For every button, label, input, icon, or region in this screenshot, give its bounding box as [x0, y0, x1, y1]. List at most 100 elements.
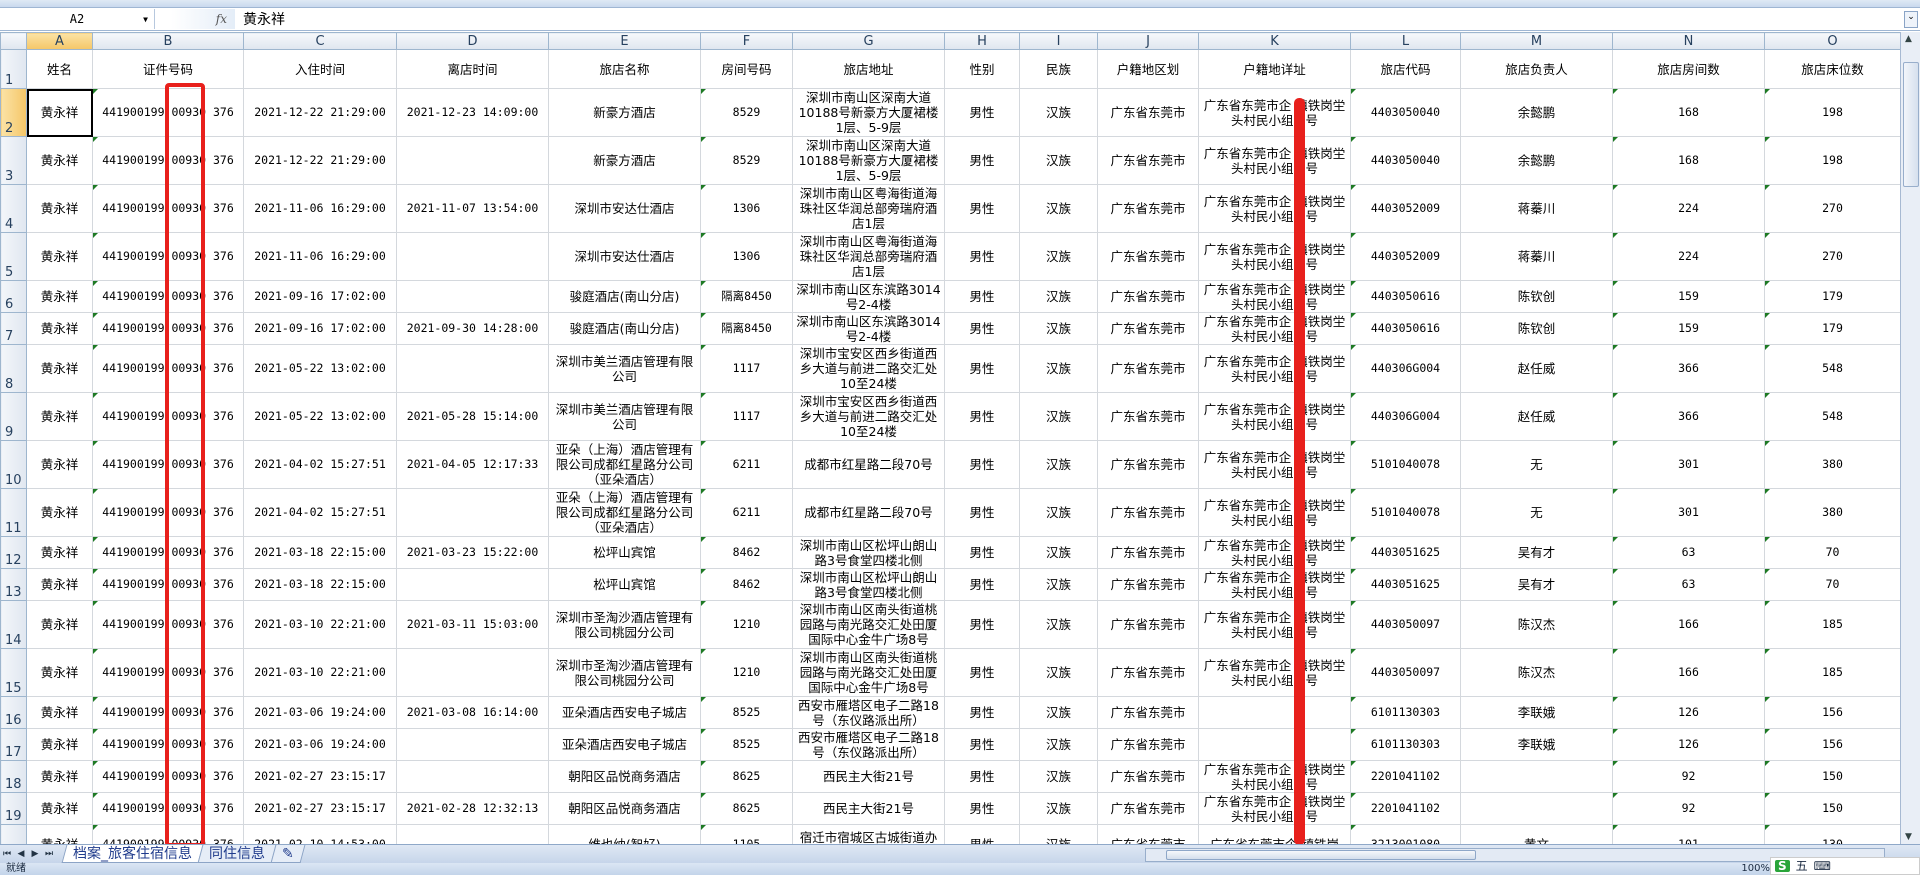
cell-F19[interactable]: 8625: [700, 792, 793, 825]
cell-G7[interactable]: 深圳市南山区东滨路3014号2-4楼: [792, 312, 945, 345]
cell-E6[interactable]: 骏庭酒店(南山分店): [548, 280, 701, 313]
cell-A12[interactable]: 黄永祥: [26, 536, 93, 569]
column-header-O[interactable]: O: [1764, 32, 1900, 50]
cell-G16[interactable]: 西安市雁塔区电子二路18号（东仪路派出所）: [792, 696, 945, 729]
cell-B17[interactable]: 441900199 00930 376: [92, 728, 244, 761]
cell-E3[interactable]: 新豪方酒店: [548, 136, 701, 185]
cell-J20[interactable]: 广东省东莞市: [1097, 824, 1199, 844]
column-title-cell[interactable]: 民族: [1019, 49, 1098, 89]
column-title-cell[interactable]: 入住时间: [243, 49, 397, 89]
cell-M14[interactable]: 陈汉杰: [1460, 600, 1613, 649]
cell-O11[interactable]: 380: [1764, 488, 1900, 537]
row-header-12[interactable]: 12: [0, 536, 27, 569]
cell-M6[interactable]: 陈钦创: [1460, 280, 1613, 313]
cell-E4[interactable]: 深圳市安达仕酒店: [548, 184, 701, 233]
column-header-K[interactable]: K: [1198, 32, 1351, 50]
vertical-scrollbar[interactable]: ▲ ▼: [1900, 32, 1920, 844]
scroll-up-icon[interactable]: ▲: [1905, 34, 1912, 44]
expand-formula-bar-button[interactable]: ⌄: [1904, 11, 1918, 28]
cell-N20[interactable]: 101: [1612, 824, 1765, 844]
cell-B6[interactable]: 441900199 00930 376: [92, 280, 244, 313]
cell-L4[interactable]: 4403052009: [1350, 184, 1461, 233]
cell-A3[interactable]: 黄永祥: [26, 136, 93, 185]
column-header-J[interactable]: J: [1097, 32, 1199, 50]
cell-K15[interactable]: 广东省东莞市企 镇铁岗坣头村民小组 0号: [1198, 648, 1351, 697]
cell-M12[interactable]: 吴有才: [1460, 536, 1613, 569]
cell-F2[interactable]: 8529: [700, 88, 793, 137]
column-title-cell[interactable]: 姓名: [26, 49, 93, 89]
cell-H17[interactable]: 男性: [944, 728, 1020, 761]
cell-N15[interactable]: 166: [1612, 648, 1765, 697]
cell-J14[interactable]: 广东省东莞市: [1097, 600, 1199, 649]
row-header-5[interactable]: 5: [0, 232, 27, 281]
row-header-1[interactable]: 1: [0, 49, 27, 89]
cell-M10[interactable]: 无: [1460, 440, 1613, 489]
cell-D11[interactable]: [396, 488, 549, 537]
cell-L20[interactable]: 3213001080: [1350, 824, 1461, 844]
cell-I2[interactable]: 汉族: [1019, 88, 1098, 137]
cell-C18[interactable]: 2021-02-27 23:15:17: [243, 760, 397, 793]
cell-A10[interactable]: 黄永祥: [26, 440, 93, 489]
cell-C4[interactable]: 2021-11-06 16:29:00: [243, 184, 397, 233]
column-header-B[interactable]: B: [92, 32, 244, 50]
name-box[interactable]: A2 ▼: [0, 9, 155, 29]
row-header-16[interactable]: 16: [0, 696, 27, 729]
cell-N7[interactable]: 159: [1612, 312, 1765, 345]
cell-N13[interactable]: 63: [1612, 568, 1765, 601]
row-header-18[interactable]: 18: [0, 760, 27, 793]
cell-C6[interactable]: 2021-09-16 17:02:00: [243, 280, 397, 313]
cell-J12[interactable]: 广东省东莞市: [1097, 536, 1199, 569]
column-header-G[interactable]: G: [792, 32, 945, 50]
cell-K11[interactable]: 广东省东莞市企 镇铁岗坣头村民小组 0号: [1198, 488, 1351, 537]
cell-H5[interactable]: 男性: [944, 232, 1020, 281]
cell-C8[interactable]: 2021-05-22 13:02:00: [243, 344, 397, 393]
cell-O15[interactable]: 185: [1764, 648, 1900, 697]
cell-A8[interactable]: 黄永祥: [26, 344, 93, 393]
cell-G15[interactable]: 深圳市南山区南头街道桃园路与南光路交汇处田厦国际中心金牛广场8号: [792, 648, 945, 697]
cell-I11[interactable]: 汉族: [1019, 488, 1098, 537]
column-header-M[interactable]: M: [1460, 32, 1613, 50]
cell-N19[interactable]: 92: [1612, 792, 1765, 825]
cell-H15[interactable]: 男性: [944, 648, 1020, 697]
cell-M18[interactable]: [1460, 760, 1613, 793]
cell-H18[interactable]: 男性: [944, 760, 1020, 793]
cell-O17[interactable]: 156: [1764, 728, 1900, 761]
cell-A2[interactable]: 黄永祥: [26, 88, 93, 137]
cell-O3[interactable]: 198: [1764, 136, 1900, 185]
sheet-tab-1[interactable]: 档案_旅客住宿信息: [61, 845, 204, 863]
zoom-level[interactable]: 100%: [1741, 863, 1770, 874]
sheet-tab-2[interactable]: 同住信息: [197, 845, 277, 863]
cell-B4[interactable]: 441900199 00930 376: [92, 184, 244, 233]
cell-M11[interactable]: 无: [1460, 488, 1613, 537]
cell-A16[interactable]: 黄永祥: [26, 696, 93, 729]
cell-E11[interactable]: 亚朵（上海）酒店管理有限公司成都红星路分公司（亚朵酒店）: [548, 488, 701, 537]
horizontal-scroll-thumb[interactable]: [1166, 850, 1476, 860]
row-header-11[interactable]: 11: [0, 488, 27, 537]
column-header-A[interactable]: A: [26, 32, 93, 50]
cell-B2[interactable]: 441900199 00930 376: [92, 88, 244, 137]
column-header-H[interactable]: H: [944, 32, 1020, 50]
cell-B12[interactable]: 441900199 00930 376: [92, 536, 244, 569]
cell-I5[interactable]: 汉族: [1019, 232, 1098, 281]
cell-B20[interactable]: 441900199 00930 376: [92, 824, 244, 844]
cell-D19[interactable]: 2021-02-28 12:32:13: [396, 792, 549, 825]
cell-M4[interactable]: 蒋蓁川: [1460, 184, 1613, 233]
cell-K13[interactable]: 广东省东莞市企 镇铁岗坣头村民小组 0号: [1198, 568, 1351, 601]
cell-L19[interactable]: 2201041102: [1350, 792, 1461, 825]
cell-N8[interactable]: 366: [1612, 344, 1765, 393]
cell-A9[interactable]: 黄永祥: [26, 392, 93, 441]
row-header-2[interactable]: 2: [0, 88, 27, 137]
cell-B19[interactable]: 441900199 00930 376: [92, 792, 244, 825]
cell-N16[interactable]: 126: [1612, 696, 1765, 729]
cell-C20[interactable]: 2021-02-10 14:53:00: [243, 824, 397, 844]
cell-O7[interactable]: 179: [1764, 312, 1900, 345]
cell-C19[interactable]: 2021-02-27 23:15:17: [243, 792, 397, 825]
cell-C17[interactable]: 2021-03-06 19:24:00: [243, 728, 397, 761]
column-header-I[interactable]: I: [1019, 32, 1098, 50]
cell-K14[interactable]: 广东省东莞市企 镇铁岗坣头村民小组 0号: [1198, 600, 1351, 649]
cell-I15[interactable]: 汉族: [1019, 648, 1098, 697]
cell-N18[interactable]: 92: [1612, 760, 1765, 793]
cell-D5[interactable]: [396, 232, 549, 281]
cell-F7[interactable]: 隔离8450: [700, 312, 793, 345]
cell-K6[interactable]: 广东省东莞市企 镇铁岗坣头村民小组 0号: [1198, 280, 1351, 313]
